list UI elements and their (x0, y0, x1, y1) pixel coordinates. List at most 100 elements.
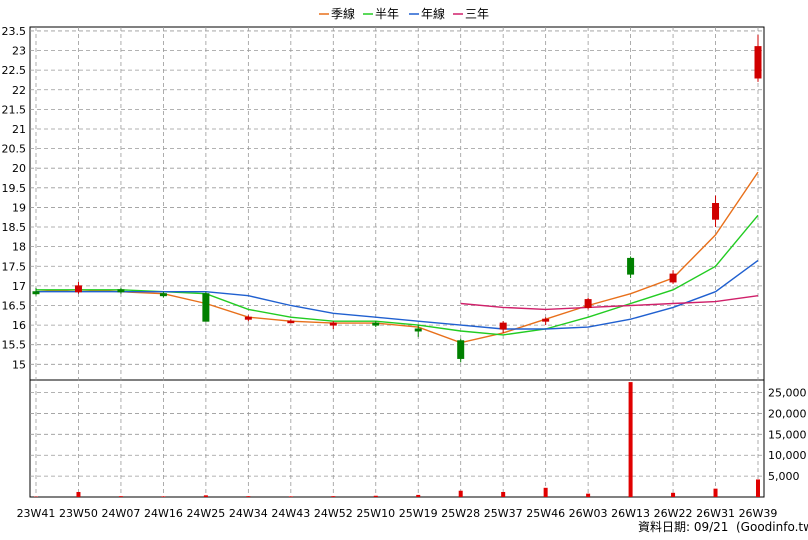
week-tick-label: 26W22 (654, 507, 693, 520)
candle-body (32, 291, 40, 295)
ma-line-0 (35, 171, 759, 344)
volume-bar (671, 492, 676, 497)
candle-body (287, 320, 295, 324)
price-tick-label: 18 (12, 241, 26, 254)
candle (499, 321, 507, 333)
volume-bar (161, 496, 166, 497)
candle (372, 321, 380, 328)
candle (712, 195, 720, 228)
candle (117, 287, 125, 294)
week-tick-label: 25W37 (484, 507, 523, 520)
price-tick-label: 17 (12, 280, 26, 293)
price-tick-label: 20.5 (2, 143, 27, 156)
volume-bars (34, 382, 760, 497)
price-tick-label: 23.5 (2, 25, 27, 38)
candle (202, 291, 210, 322)
volume-bar (288, 496, 293, 497)
legend-label-year: 年線 (421, 6, 445, 21)
week-tick-label: 24W25 (186, 507, 225, 520)
candle-body (754, 46, 762, 79)
price-tick-label: 23 (12, 45, 26, 58)
price-tick-label: 19 (12, 201, 26, 214)
week-tick-label: 26W13 (611, 507, 650, 520)
week-axis: 23W41 23W50 24W07 24W16 24W25 24W34 24W43 24W52… (17, 507, 778, 520)
volume-bar (373, 495, 378, 497)
candle-body (542, 318, 550, 322)
week-tick-label: 23W41 (17, 507, 56, 520)
volume-bar (543, 487, 548, 497)
price-tick-label: 15 (12, 358, 26, 371)
candle (159, 291, 167, 298)
volume-axis: 5,000 10,000 15,000 20,000 25,000 (768, 387, 807, 484)
week-tick-label: 24W52 (314, 507, 353, 520)
ma-line-1 (36, 214, 759, 336)
price-tick-label: 21.5 (2, 103, 27, 116)
volume-tick-label: 20,000 (768, 407, 807, 420)
week-tick-label: 26W03 (569, 507, 608, 520)
price-tick-label: 15.5 (2, 339, 27, 352)
week-tick-label: 24W43 (271, 507, 310, 520)
candle-body (499, 322, 507, 330)
price-tick-label: 18.5 (2, 221, 27, 234)
week-tick-label: 24W34 (229, 507, 268, 520)
price-tick-label: 17.5 (2, 260, 27, 273)
candle-body (202, 293, 210, 322)
legend-label-threeyear: 三年 (465, 7, 489, 21)
week-tick-label: 26W39 (739, 507, 778, 520)
candle (584, 297, 592, 310)
volume-bar (331, 496, 336, 497)
volume-tick-label: 5,000 (768, 470, 800, 483)
candle-body (372, 322, 380, 326)
candle (542, 317, 550, 326)
legend-item-quarter: 季線 (319, 6, 355, 21)
candle-body (74, 285, 82, 293)
candlesticks (32, 34, 762, 363)
price-tick-label: 16 (12, 319, 26, 332)
grid (30, 27, 764, 497)
candle-body (159, 293, 167, 297)
volume-bar (458, 490, 463, 497)
candle-body (584, 299, 592, 308)
week-tick-label: 25W10 (356, 507, 395, 520)
legend-label-quarter: 季線 (331, 6, 355, 21)
volume-bar (586, 493, 591, 497)
legend-item-halfyear: 半年 (363, 7, 399, 21)
volume-bar (246, 496, 251, 497)
legend: 季線 半年 年線 三年 (319, 6, 489, 21)
candle (414, 325, 422, 337)
legend-label-halfyear: 半年 (375, 7, 399, 21)
price-tick-label: 22 (12, 84, 26, 97)
week-tick-label: 24W07 (102, 507, 141, 520)
volume-bar (628, 382, 633, 497)
candle-body (117, 289, 125, 293)
candle (287, 319, 295, 324)
volume-tick-label: 15,000 (768, 428, 807, 441)
ma-line-3 (460, 295, 759, 311)
volume-tick-label: 10,000 (768, 449, 807, 462)
candle-body (669, 273, 677, 283)
week-tick-label: 25W46 (526, 507, 565, 520)
week-tick-label: 25W19 (399, 507, 438, 520)
candle-body (712, 203, 720, 220)
price-tick-label: 21 (12, 123, 26, 136)
price-tick-label: 19.5 (2, 182, 27, 195)
candle-body (414, 328, 422, 332)
volume-bar (501, 491, 506, 497)
volume-bar (713, 488, 718, 497)
price-tick-label: 20 (12, 162, 26, 175)
plot-frame (29, 26, 765, 498)
volume-tick-label: 25,000 (768, 387, 807, 400)
legend-item-year: 年線 (409, 6, 445, 21)
price-axis: 15 15.5 16 16.5 17 17.5 18 18.5 19 19.5 20 20.5 21 21… (2, 25, 27, 371)
candle (457, 338, 465, 363)
volume-bar (203, 495, 208, 497)
volume-bar (756, 479, 760, 497)
price-tick-label: 16.5 (2, 299, 27, 312)
week-tick-label: 25W28 (441, 507, 480, 520)
legend-item-threeyear: 三年 (453, 7, 489, 21)
candle (669, 270, 677, 284)
candle-body (329, 322, 337, 326)
candle (74, 281, 82, 294)
candle (627, 256, 635, 279)
